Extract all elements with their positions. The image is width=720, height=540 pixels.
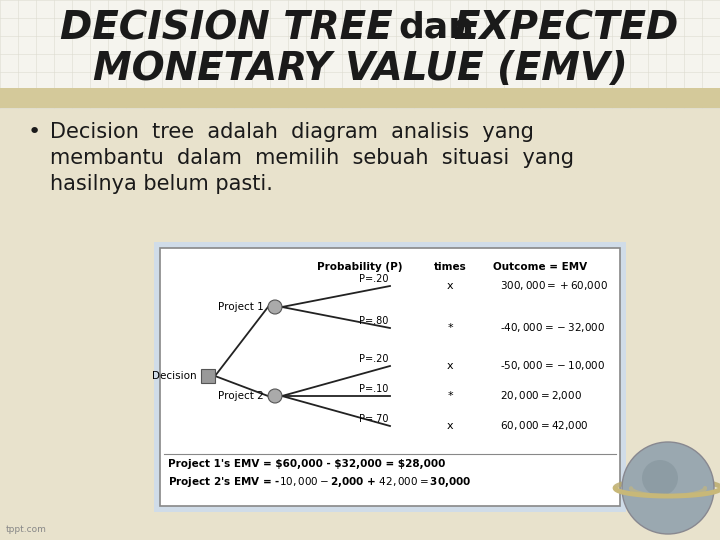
Text: Project 2's EMV = -$10,000 - $2,000 + $42,000 = $30,000: Project 2's EMV = -$10,000 - $2,000 + $4… [168, 475, 472, 489]
Circle shape [622, 442, 714, 534]
Text: Project 1: Project 1 [218, 302, 264, 312]
Text: $60,000 = $42,000: $60,000 = $42,000 [500, 420, 589, 433]
Text: Decision  tree  adalah  diagram  analisis  yang: Decision tree adalah diagram analisis ya… [50, 122, 534, 142]
Text: Project 1's EMV = $60,000 - $32,000 = $28,000: Project 1's EMV = $60,000 - $32,000 = $2… [168, 459, 446, 469]
Text: Outcome = EMV: Outcome = EMV [493, 262, 587, 272]
Text: $20,000 =  $2,000: $20,000 = $2,000 [500, 389, 582, 402]
Text: dan: dan [398, 10, 474, 44]
Text: DECISION TREE: DECISION TREE [60, 10, 392, 48]
Text: -$50,000 = -$10,000: -$50,000 = -$10,000 [500, 360, 605, 373]
Text: P=.80: P=.80 [359, 316, 388, 326]
Text: Decision: Decision [153, 371, 197, 381]
Text: EXPECTED: EXPECTED [453, 10, 678, 48]
Text: membantu  dalam  memilih  sebuah  situasi  yang: membantu dalam memilih sebuah situasi ya… [50, 148, 574, 168]
Bar [0, 0, 720, 108]
Text: MONETARY VALUE (EMV): MONETARY VALUE (EMV) [93, 50, 627, 88]
Text: times: times [433, 262, 467, 272]
Circle shape [642, 460, 678, 496]
Text: *: * [447, 391, 453, 401]
Text: x: x [446, 421, 454, 431]
Text: P=.10: P=.10 [359, 384, 388, 394]
Text: x: x [446, 361, 454, 371]
Text: x: x [446, 281, 454, 291]
Text: -$40,000 = -$32,000: -$40,000 = -$32,000 [500, 321, 605, 334]
Bar [201, 369, 215, 383]
Text: P=.70: P=.70 [359, 414, 388, 424]
Text: hasilnya belum pasti.: hasilnya belum pasti. [50, 174, 273, 194]
Text: •: • [28, 122, 41, 142]
Text: *: * [447, 323, 453, 333]
Bar [154, 242, 626, 512]
Circle shape [268, 389, 282, 403]
Text: Project 2: Project 2 [218, 391, 264, 401]
Text: tppt.com: tppt.com [6, 525, 47, 534]
Bar [0, 88, 720, 108]
Circle shape [268, 300, 282, 314]
Text: Probability (P): Probability (P) [318, 262, 402, 272]
Text: $300,000 = +$60,000: $300,000 = +$60,000 [500, 280, 608, 293]
Bar [160, 248, 620, 506]
Text: P=.20: P=.20 [359, 274, 388, 284]
Text: P=.20: P=.20 [359, 354, 388, 364]
